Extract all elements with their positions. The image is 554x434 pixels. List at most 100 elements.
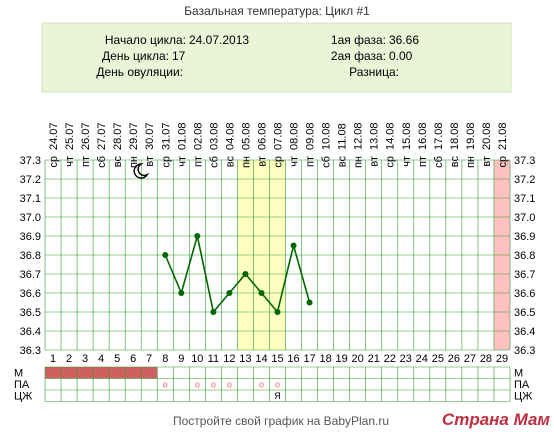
row-label-right: М	[514, 368, 523, 380]
x-date-label: 05.08	[240, 122, 252, 150]
x-day-label: 8	[162, 353, 168, 365]
pa-mark: o	[227, 380, 232, 390]
x-weekday-label: пт	[305, 156, 317, 167]
pa-mark: o	[163, 380, 168, 390]
data-point	[194, 233, 201, 239]
x-date-label: 10.08	[321, 122, 333, 150]
y-tick-label-left: 36.6	[20, 288, 41, 300]
x-date-label: 09.08	[305, 122, 317, 150]
x-date-label: 19.08	[465, 122, 477, 150]
x-weekday-label: ср	[160, 156, 172, 168]
footer-text: Постройте свой график на BabyPlan.ru	[173, 414, 389, 428]
y-tick-label-right: 36.8	[514, 250, 535, 262]
x-date-label: 17.08	[433, 122, 445, 150]
x-day-label: 3	[82, 353, 88, 365]
phase1-value: 36.66	[389, 33, 419, 47]
data-point	[258, 290, 265, 296]
x-day-label: 15	[271, 353, 283, 365]
menstruation-cell	[61, 367, 78, 379]
y-tick-label-left: 36.3	[20, 345, 41, 357]
x-weekday-label: вс	[449, 156, 461, 168]
x-day-label: 1	[50, 353, 56, 365]
x-weekday-label: ср	[385, 156, 397, 168]
x-day-label: 5	[114, 353, 120, 365]
x-date-label: 21.08	[497, 122, 509, 150]
x-day-label: 11	[208, 353, 219, 365]
series-layer	[162, 233, 313, 315]
x-weekday-label: вт	[369, 156, 381, 167]
data-point	[178, 290, 185, 296]
data-point	[306, 299, 313, 306]
menstruation-cell	[77, 367, 94, 379]
x-date-label: 14.08	[385, 122, 397, 150]
x-day-label: 10	[191, 353, 203, 365]
x-date-label: 12.08	[353, 122, 365, 150]
x-weekday-label: вт	[256, 156, 268, 167]
y-tick-label-left: 37.3	[20, 155, 41, 167]
phase1-label: 1ая фаза:	[331, 33, 386, 47]
x-day-label: 12	[223, 353, 235, 365]
pa-mark: o	[275, 380, 280, 390]
x-day-label: 4	[98, 353, 104, 365]
x-weekday-label: вс	[224, 156, 236, 168]
data-point	[242, 271, 249, 277]
series-line	[164, 235, 311, 314]
y-tick-label-right: 36.7	[514, 269, 535, 281]
x-weekday-label: пт	[80, 156, 92, 167]
x-day-label: 28	[480, 353, 492, 365]
x-weekday-label: вт	[144, 156, 156, 167]
phase2-label: 2ая фаза:	[331, 49, 386, 63]
label-layer: 37.3 37.3 37.2 37.2 37.1 37.1 37.0 37.0 36.9 36.9…	[20, 122, 536, 365]
y-tick-label-left: 36.5	[20, 307, 41, 319]
x-weekday-label: вт	[481, 156, 493, 167]
y-tick-label-right: 37.1	[514, 193, 535, 205]
x-date-label: 31.07	[160, 122, 172, 150]
menstruation-cell	[109, 367, 126, 379]
x-date-label: 04.08	[224, 122, 236, 150]
row-label-right: ЦЖ	[514, 391, 532, 403]
x-day-label: 17	[303, 353, 315, 365]
cycle-day-value: 17	[172, 49, 186, 63]
x-day-label: 20	[352, 353, 364, 365]
menstruation-cell	[141, 367, 158, 379]
phase2-value: 0.00	[389, 49, 413, 63]
x-day-label: 2	[66, 353, 72, 365]
x-date-label: 24.07	[48, 122, 60, 150]
x-date-label: 11.08	[337, 123, 349, 150]
menstruation-cell	[93, 367, 110, 379]
x-date-label: 25.07	[64, 122, 76, 150]
x-date-label: 15.08	[401, 122, 413, 150]
x-day-label: 14	[255, 353, 267, 365]
x-weekday-label: пн	[240, 156, 252, 168]
x-date-label: 28.07	[112, 122, 124, 150]
x-date-label: 06.08	[256, 122, 268, 150]
data-point	[226, 290, 233, 296]
pa-mark: o	[259, 380, 264, 390]
row-label-right: ПА	[514, 379, 530, 391]
y-tick-label-left: 36.4	[20, 326, 41, 338]
x-day-label: 19	[336, 353, 348, 365]
x-day-label: 21	[368, 353, 380, 365]
x-day-label: 24	[416, 353, 428, 365]
x-day-label: 16	[287, 353, 299, 365]
x-date-label: 07.08	[273, 122, 285, 150]
pa-mark: o	[195, 380, 200, 390]
x-day-label: 23	[400, 353, 412, 365]
x-weekday-label: пт	[417, 156, 429, 167]
x-date-label: 20.08	[481, 122, 493, 150]
crescent-moon-icon	[133, 163, 150, 179]
x-day-label: 25	[432, 353, 444, 365]
x-date-label: 29.07	[128, 122, 140, 150]
x-weekday-label: пн	[465, 156, 477, 168]
data-point	[162, 252, 169, 258]
y-tick-label-right: 36.5	[514, 307, 535, 319]
y-tick-label-right: 37.3	[514, 155, 535, 167]
difference-label: Разница:	[349, 65, 399, 79]
data-point	[274, 309, 281, 315]
x-day-label: 9	[178, 353, 184, 365]
x-day-label: 26	[448, 353, 460, 365]
y-tick-label-left: 36.9	[20, 231, 41, 243]
y-tick-label-left: 36.8	[20, 250, 41, 262]
